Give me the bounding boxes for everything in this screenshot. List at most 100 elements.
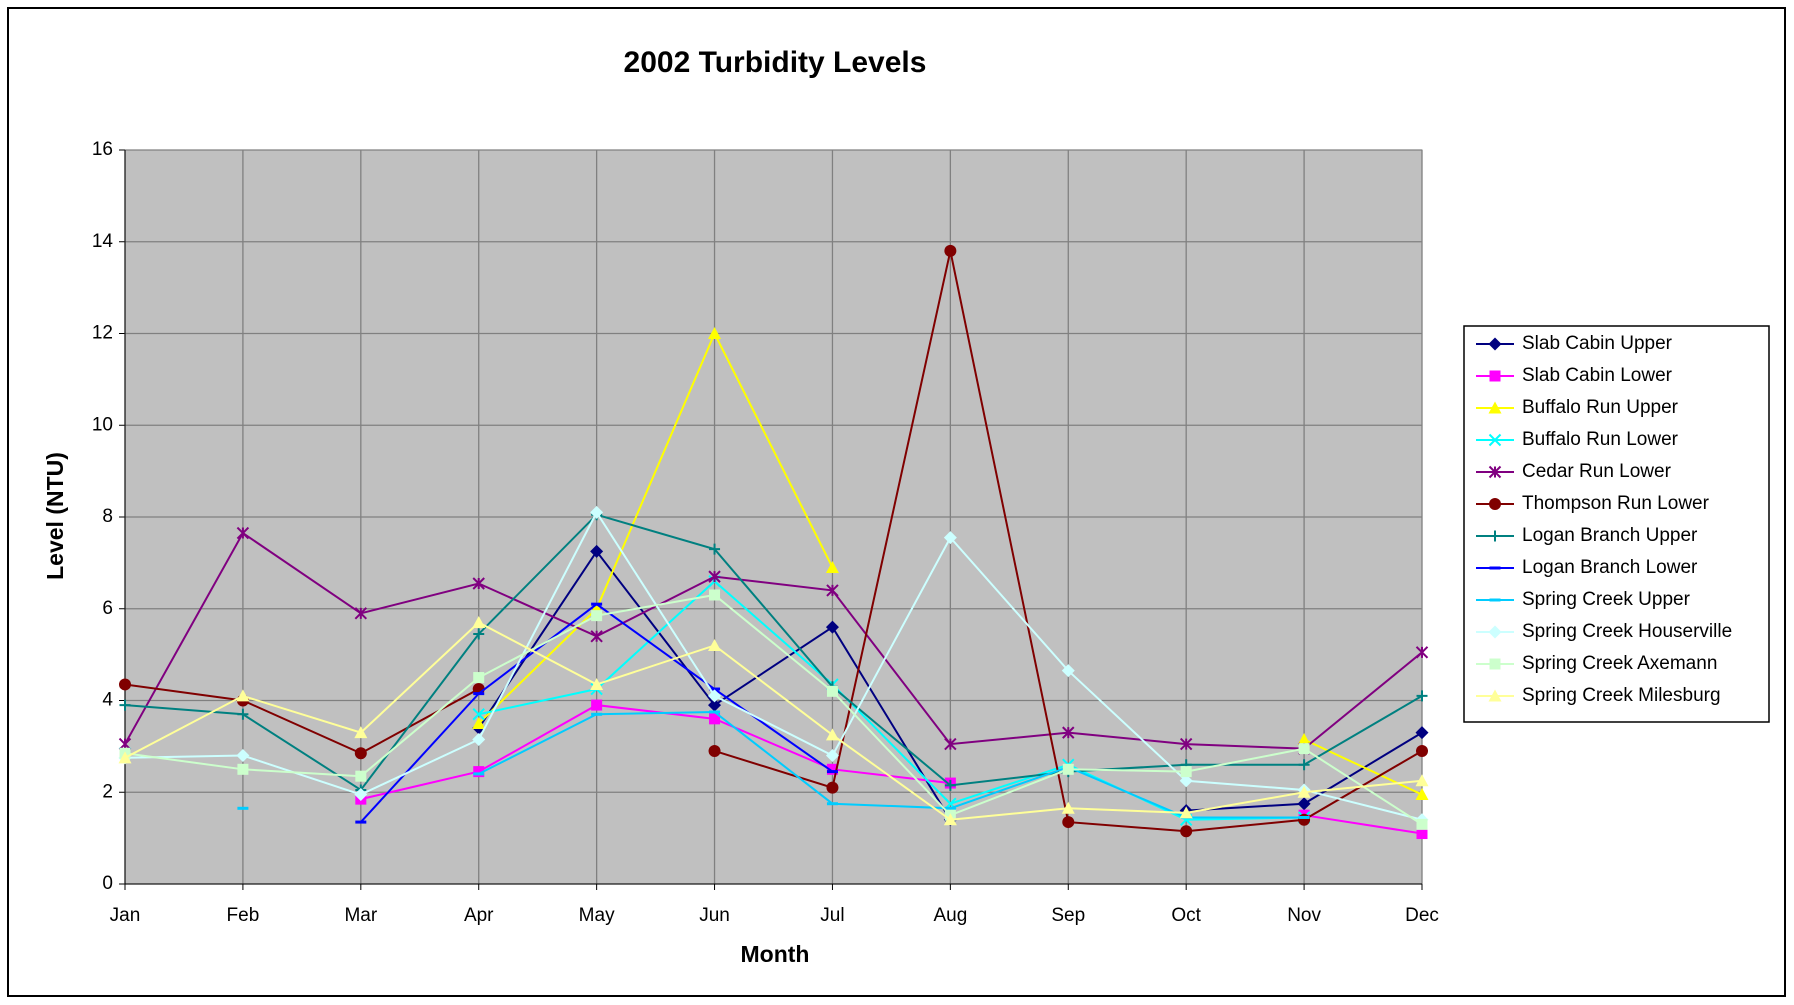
marker bbox=[473, 766, 485, 778]
series-line bbox=[124, 513, 1423, 792]
marker bbox=[1489, 498, 1501, 510]
marker bbox=[591, 712, 603, 716]
marker bbox=[472, 708, 485, 721]
legend-label: Slab Cabin Upper bbox=[1522, 333, 1673, 354]
legend-label: Buffalo Run Upper bbox=[1522, 397, 1679, 418]
marker bbox=[472, 716, 486, 729]
legend-box bbox=[1463, 325, 1770, 723]
marker bbox=[1179, 774, 1193, 788]
marker bbox=[708, 689, 722, 703]
legend-label: Spring Creek Milesburg bbox=[1522, 685, 1721, 706]
marker bbox=[1489, 598, 1501, 602]
marker bbox=[354, 747, 367, 760]
series-line bbox=[124, 531, 1423, 750]
y-tick-label: 4 bbox=[102, 690, 113, 711]
marker bbox=[1488, 433, 1502, 447]
marker bbox=[1415, 788, 1429, 801]
marker bbox=[1489, 658, 1501, 670]
x-tick-label: Dec bbox=[1405, 905, 1439, 926]
marker bbox=[826, 763, 838, 775]
marker bbox=[708, 638, 722, 651]
marker bbox=[825, 728, 839, 741]
marker bbox=[709, 710, 721, 714]
series-line bbox=[478, 331, 834, 725]
legend-label: Spring Creek Axemann bbox=[1522, 653, 1717, 674]
marker bbox=[591, 610, 603, 622]
marker bbox=[1488, 689, 1502, 702]
marker bbox=[826, 770, 838, 774]
marker bbox=[1415, 726, 1429, 740]
marker bbox=[237, 708, 249, 720]
legend-label: Logan Branch Upper bbox=[1522, 525, 1698, 546]
marker bbox=[825, 749, 839, 763]
marker bbox=[1180, 825, 1193, 838]
y-tick-label: 12 bbox=[92, 323, 113, 344]
y-axis-label: Level (NTU) bbox=[42, 452, 68, 580]
marker bbox=[1489, 370, 1501, 382]
x-tick-label: Sep bbox=[1051, 905, 1085, 926]
marker bbox=[236, 749, 250, 763]
y-tick-label: 0 bbox=[102, 873, 113, 894]
marker bbox=[1415, 774, 1429, 787]
marker bbox=[1298, 759, 1310, 771]
marker bbox=[236, 689, 250, 702]
marker bbox=[472, 577, 485, 590]
y-tick-label: 8 bbox=[102, 506, 113, 527]
legend-label: Buffalo Run Lower bbox=[1522, 429, 1679, 450]
marker bbox=[355, 820, 367, 824]
marker bbox=[118, 737, 132, 751]
marker bbox=[1416, 818, 1428, 830]
series-line bbox=[360, 704, 951, 801]
marker bbox=[1179, 737, 1193, 751]
x-tick-label: Nov bbox=[1287, 905, 1321, 926]
marker bbox=[1180, 766, 1192, 778]
marker bbox=[119, 678, 131, 691]
marker bbox=[1488, 625, 1502, 639]
marker bbox=[1415, 646, 1429, 659]
marker bbox=[1488, 337, 1502, 351]
marker bbox=[1062, 763, 1074, 775]
series-line bbox=[1303, 738, 1423, 796]
y-tick-label: 14 bbox=[92, 231, 114, 252]
marker bbox=[1416, 744, 1428, 757]
marker bbox=[826, 584, 839, 597]
y-tick-label: 10 bbox=[92, 414, 113, 435]
marker bbox=[944, 244, 957, 257]
marker bbox=[708, 744, 721, 757]
marker bbox=[237, 806, 249, 810]
series bbox=[472, 327, 1429, 801]
marker bbox=[1297, 732, 1311, 745]
marker bbox=[826, 802, 838, 806]
marker bbox=[590, 505, 604, 519]
marker bbox=[943, 531, 957, 545]
x-tick-label: Apr bbox=[464, 905, 494, 926]
marker bbox=[591, 699, 603, 711]
marker bbox=[1298, 815, 1310, 819]
marker bbox=[354, 607, 368, 620]
marker bbox=[825, 620, 839, 634]
legend-label: Thompson Run Lower bbox=[1522, 493, 1710, 514]
marker bbox=[236, 526, 250, 540]
marker bbox=[709, 687, 721, 691]
marker bbox=[943, 813, 957, 826]
marker bbox=[1488, 401, 1502, 414]
marker bbox=[473, 692, 485, 696]
marker bbox=[709, 543, 721, 555]
marker bbox=[590, 677, 604, 690]
marker bbox=[118, 751, 132, 764]
x-axis-label: Month bbox=[741, 941, 810, 967]
series-line bbox=[124, 510, 1423, 821]
x-tick-label: May bbox=[579, 905, 615, 926]
series-line bbox=[124, 621, 1423, 821]
marker bbox=[1062, 816, 1075, 829]
marker bbox=[1416, 828, 1428, 840]
marker bbox=[826, 781, 839, 794]
marker bbox=[944, 806, 956, 810]
x-tick-label: Aug bbox=[933, 905, 967, 926]
x-tick-label: Jun bbox=[699, 905, 730, 926]
marker bbox=[1061, 664, 1075, 678]
marker bbox=[237, 763, 249, 775]
marker bbox=[708, 327, 722, 339]
legend-label: Logan Branch Lower bbox=[1522, 557, 1698, 578]
